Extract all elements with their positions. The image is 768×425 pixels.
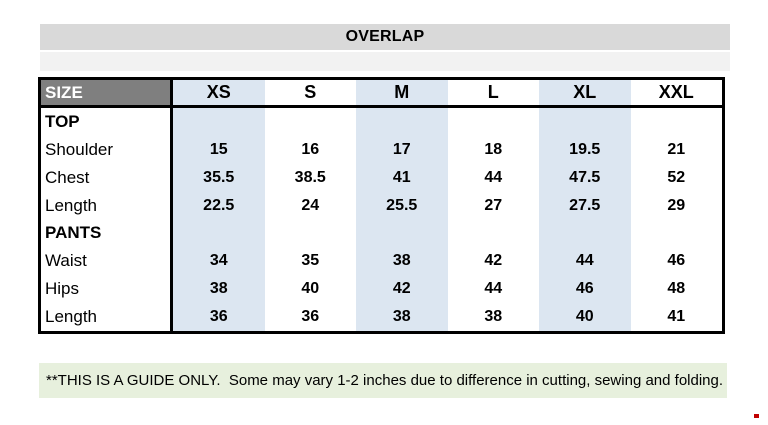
row-label-waist: Waist: [41, 247, 173, 276]
table-cell: [539, 219, 631, 248]
table-cell: [265, 108, 357, 136]
table-cell: 19.5: [539, 135, 631, 164]
table-cell: 46: [667, 252, 686, 270]
chart-title-bar: OVERLAP: [40, 24, 730, 50]
table-cell: 27.5: [539, 191, 631, 220]
table-cell: 29: [667, 196, 686, 214]
table-cell: 18: [484, 140, 503, 158]
row-label-pants: PANTS: [41, 219, 173, 248]
table-cell: 44: [484, 168, 503, 186]
table-cell: [265, 220, 357, 248]
table-cell: 47.5: [539, 163, 631, 192]
row-label-chest: Chest: [41, 163, 173, 192]
table-cell: 38: [356, 247, 448, 276]
row-label-top: TOP: [41, 108, 173, 136]
table-cell: [356, 108, 448, 136]
column-header-s: S: [264, 80, 356, 108]
table-cell: 16: [301, 140, 320, 158]
column-header-xl: XL: [539, 80, 631, 108]
red-dot-mark: [754, 414, 759, 418]
subtitle-strip: [40, 52, 730, 71]
table-cell: 34: [173, 247, 265, 276]
table-cell: 36: [173, 303, 265, 331]
table-cell: [173, 219, 265, 248]
note-text: **THIS IS A GUIDE ONLY. Some may vary 1-…: [46, 372, 724, 389]
column-header-l: L: [447, 80, 539, 108]
row-label-length: Length: [41, 303, 173, 331]
table-cell: 40: [301, 280, 320, 298]
table-cell: 38: [484, 308, 503, 326]
table-cell: 52: [667, 168, 686, 186]
table-cell: 24: [301, 196, 320, 214]
table-cell: 15: [173, 135, 265, 164]
table-cell: 22.5: [173, 191, 265, 220]
table-cell: 35: [301, 252, 320, 270]
table-cell: 27: [484, 196, 503, 214]
table-cell: [448, 220, 540, 248]
note-bar: **THIS IS A GUIDE ONLY. Some may vary 1-…: [39, 363, 727, 398]
table-cell: [173, 108, 265, 136]
row-label-length: Length: [41, 191, 173, 220]
table-cell: [356, 219, 448, 248]
row-label-shoulder: Shoulder: [41, 135, 173, 164]
table-cell: 25.5: [356, 191, 448, 220]
table-cell: 21: [667, 140, 686, 158]
size-column-header: SIZE: [41, 80, 173, 108]
column-header-xxl: XXL: [630, 80, 722, 108]
table-cell: [631, 108, 723, 136]
table-cell: 40: [539, 303, 631, 331]
row-label-hips: Hips: [41, 275, 173, 304]
table-cell: 42: [356, 275, 448, 304]
size-table: SIZE XS S M L XL XXL TOP Shoulder 15 16 17 18 19.5 21 C…: [38, 77, 725, 334]
table-cell: 41: [667, 308, 686, 326]
table-cell: 44: [539, 247, 631, 276]
table-cell: 17: [356, 135, 448, 164]
column-header-m: M: [356, 80, 448, 108]
table-cell: [448, 108, 540, 136]
table-cell: 44: [484, 280, 503, 298]
table-cell: [539, 108, 631, 136]
column-header-xs: XS: [173, 80, 265, 108]
table-cell: 38.5: [294, 168, 326, 186]
table-cell: 48: [667, 280, 686, 298]
chart-title: OVERLAP: [345, 28, 425, 45]
table-cell: 38: [173, 275, 265, 304]
table-cell: 38: [356, 303, 448, 331]
table-cell: 46: [539, 275, 631, 304]
table-cell: 36: [301, 308, 320, 326]
table-cell: [631, 220, 723, 248]
table-cell: 41: [356, 163, 448, 192]
table-cell: 35.5: [173, 163, 265, 192]
table-cell: 42: [484, 252, 503, 270]
